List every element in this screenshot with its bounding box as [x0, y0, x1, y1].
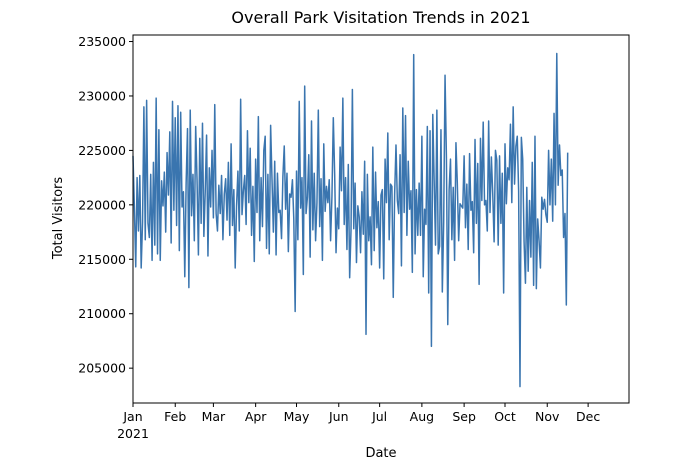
y-tick-label: 230000 — [78, 88, 126, 103]
y-tick-label: 220000 — [78, 197, 126, 212]
x-axis-label: Date — [365, 446, 396, 461]
x-tick-label: Nov — [535, 409, 560, 424]
y-axis-ticks: 205000 210000 215000 220000 225000 230000 2350… — [78, 34, 133, 376]
x-axis-ticks: Jan 2021 Feb Mar Apr May Jun Jul Aug Sep Oct Nov Dec — [117, 403, 600, 441]
y-tick-label: 215000 — [78, 252, 126, 267]
y-tick-label: 225000 — [78, 143, 126, 158]
x-tick-year-label: 2021 — [117, 426, 149, 441]
x-tick-label: Jun — [328, 409, 349, 424]
x-tick-label: Jan — [122, 409, 142, 424]
x-tick-label: Aug — [410, 409, 434, 424]
x-tick-label: Feb — [164, 409, 186, 424]
y-tick-label: 210000 — [78, 306, 126, 321]
y-axis-label: Total Visitors — [51, 177, 66, 260]
x-tick-label: Dec — [576, 409, 600, 424]
series-line — [132, 52, 569, 388]
chart-title: Overall Park Visitation Trends in 2021 — [231, 8, 530, 27]
axes-frame — [132, 34, 630, 404]
x-tick-label: Mar — [202, 409, 226, 424]
x-tick-label: May — [284, 409, 310, 424]
x-tick-label: Jul — [371, 409, 387, 424]
y-tick-label: 205000 — [78, 361, 126, 376]
y-tick-label: 235000 — [78, 34, 126, 49]
x-tick-label: Apr — [245, 409, 267, 424]
x-tick-label: Sep — [452, 409, 476, 424]
x-tick-label: Oct — [494, 409, 516, 424]
